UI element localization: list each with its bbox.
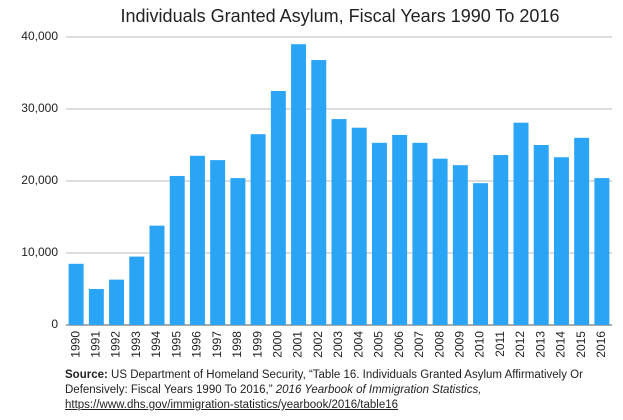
bar — [594, 178, 610, 325]
bar — [392, 134, 408, 325]
bar — [574, 137, 590, 325]
source-note: Source: US Department of Homeland Securi… — [65, 368, 610, 413]
x-tick-label: 2012 — [513, 331, 527, 358]
x-tick-label: 2014 — [554, 331, 568, 358]
x-tick-label: 2000 — [271, 331, 285, 358]
x-tick-label: 2009 — [453, 331, 467, 358]
x-tick-label: 1998 — [230, 331, 244, 358]
x-tick-label: 2007 — [412, 331, 426, 358]
chart-title: Individuals Granted Asylum, Fiscal Years… — [121, 6, 560, 26]
bar — [149, 225, 165, 325]
bar — [493, 155, 509, 325]
bar — [452, 165, 468, 325]
bar — [210, 160, 226, 325]
y-tick-label: 10,000 — [21, 245, 58, 259]
bar — [533, 145, 549, 325]
y-tick-label: 30,000 — [21, 101, 58, 115]
bar — [250, 134, 266, 325]
source-label: Source: — [65, 369, 108, 381]
bar — [270, 91, 286, 325]
x-tick-label: 1996 — [190, 331, 204, 358]
bar — [351, 127, 367, 325]
bar — [109, 279, 125, 325]
bar — [513, 122, 529, 326]
x-tick-label: 2004 — [351, 331, 365, 358]
chart: Individuals Granted Asylum, Fiscal Years… — [21, 6, 612, 358]
bar — [331, 119, 347, 325]
bar — [189, 155, 205, 325]
x-tick-label: 2016 — [594, 331, 608, 358]
bar — [553, 157, 569, 325]
x-tick-label: 1997 — [210, 331, 224, 358]
x-tick-label: 2005 — [372, 331, 386, 358]
x-tick-label: 1999 — [250, 331, 264, 358]
source-publication: 2016 Yearbook of Immigration Statistics, — [275, 384, 482, 396]
x-tick-label: 1992 — [109, 331, 123, 358]
x-tick-label: 2002 — [311, 331, 325, 358]
bar — [473, 183, 489, 325]
y-tick-label: 40,000 — [21, 29, 58, 43]
x-tick-label: 2003 — [331, 331, 345, 358]
bar — [68, 263, 84, 325]
x-tick-label: 1994 — [149, 331, 163, 358]
y-tick-label: 0 — [51, 317, 58, 331]
bar — [88, 289, 104, 325]
x-tick-label: 1995 — [169, 331, 183, 358]
x-tick-label: 2006 — [392, 331, 406, 358]
x-tick-label: 2010 — [473, 331, 487, 358]
bar — [412, 142, 428, 325]
bar — [129, 256, 145, 325]
x-tick-label: 2011 — [493, 331, 507, 357]
bar — [371, 142, 387, 325]
x-tick-label: 2001 — [291, 331, 305, 358]
bar — [311, 60, 327, 325]
x-tick-label: 1990 — [68, 331, 82, 358]
bar — [230, 178, 246, 325]
x-tick-label: 2015 — [574, 331, 588, 358]
x-tick-label: 1993 — [129, 331, 143, 358]
x-tick-label: 2008 — [432, 331, 446, 358]
x-tick-label: 2013 — [533, 331, 547, 358]
bar — [432, 158, 448, 325]
x-tick-label: 1991 — [89, 331, 103, 358]
bar — [169, 175, 185, 325]
bar — [291, 44, 307, 325]
source-text: US Department of Homeland Security, “Tab… — [65, 369, 583, 396]
y-tick-label: 20,000 — [21, 173, 58, 187]
source-url[interactable]: https://www.dhs.gov/immigration-statisti… — [65, 399, 399, 411]
